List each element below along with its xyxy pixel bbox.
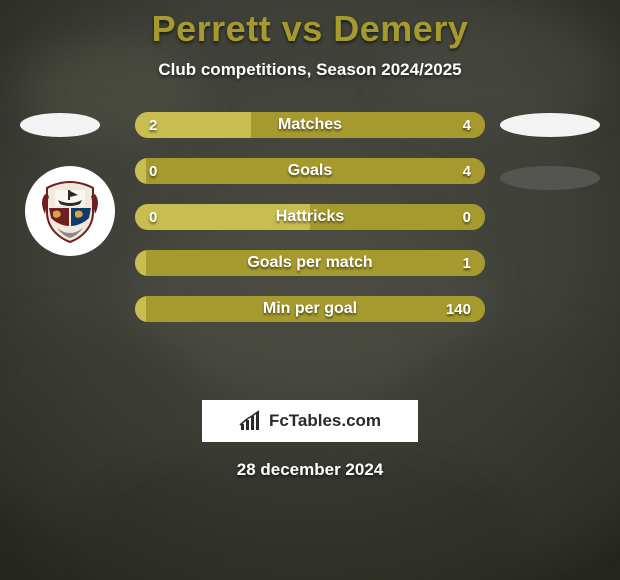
- stat-left-fill: [135, 158, 146, 184]
- subtitle: Club competitions, Season 2024/2025: [0, 60, 620, 80]
- comparison-area: 2 Matches 4 0 Goals 4 0 Hattricks 0: [0, 112, 620, 372]
- stat-left-value: 0: [149, 204, 157, 230]
- stat-row-matches: 2 Matches 4: [135, 112, 485, 138]
- player1-club-crest: [25, 166, 115, 256]
- player2-name: Demery: [333, 8, 468, 49]
- stat-row-goals: 0 Goals 4: [135, 158, 485, 184]
- stat-right-value: 140: [446, 296, 471, 322]
- player2-flag-ellipse: [500, 113, 600, 137]
- player2-club-ellipse: [500, 166, 600, 190]
- stat-right-fill: [251, 112, 486, 138]
- stat-right-fill: [146, 296, 486, 322]
- crest-icon: [35, 176, 105, 246]
- vs-text: vs: [282, 8, 323, 49]
- stat-right-value: 4: [463, 158, 471, 184]
- stat-row-hattricks: 0 Hattricks 0: [135, 204, 485, 230]
- stat-left-fill: [135, 204, 310, 230]
- stat-right-fill: [146, 250, 486, 276]
- stat-right-value: 0: [463, 204, 471, 230]
- bar-chart-icon: [239, 410, 263, 432]
- source-logo[interactable]: FcTables.com: [202, 400, 418, 442]
- player1-name: Perrett: [152, 8, 272, 49]
- stat-left-value: 0: [149, 158, 157, 184]
- player1-flag-ellipse: [20, 113, 100, 137]
- stat-left-value: 2: [149, 112, 157, 138]
- stat-right-value: 1: [463, 250, 471, 276]
- stat-right-fill: [310, 204, 485, 230]
- page-title: Perrett vs Demery: [0, 0, 620, 50]
- stat-right-fill: [146, 158, 486, 184]
- stat-row-min-per-goal: Min per goal 140: [135, 296, 485, 322]
- stat-bars: 2 Matches 4 0 Goals 4 0 Hattricks 0: [135, 112, 485, 342]
- source-logo-text: FcTables.com: [269, 411, 381, 431]
- stat-right-value: 4: [463, 112, 471, 138]
- date-text: 28 december 2024: [0, 460, 620, 480]
- stat-row-goals-per-match: Goals per match 1: [135, 250, 485, 276]
- stat-left-fill: [135, 296, 146, 322]
- stat-left-fill: [135, 250, 146, 276]
